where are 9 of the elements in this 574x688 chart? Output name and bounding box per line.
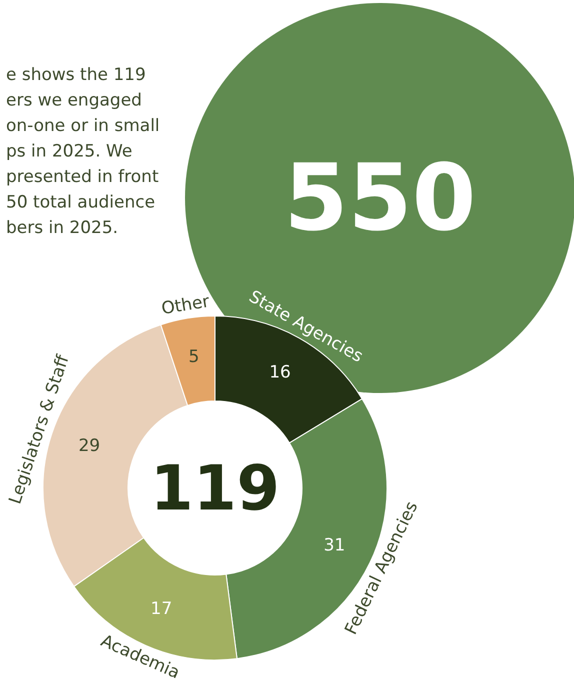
data-label: 16 — [269, 362, 291, 383]
text: 119 — [150, 452, 280, 524]
data-label: 31 — [324, 535, 346, 556]
data-label: 17 — [150, 599, 172, 620]
text: 550 — [284, 144, 476, 252]
slice-label: Other — [160, 292, 211, 320]
data-label: 29 — [78, 436, 100, 456]
text: e shows the 119 ers we engaged on-one or in small ps in 2025. We presented in front 50 total audience bers in 2025. — [6, 64, 160, 238]
data-label: 5 — [188, 347, 200, 368]
